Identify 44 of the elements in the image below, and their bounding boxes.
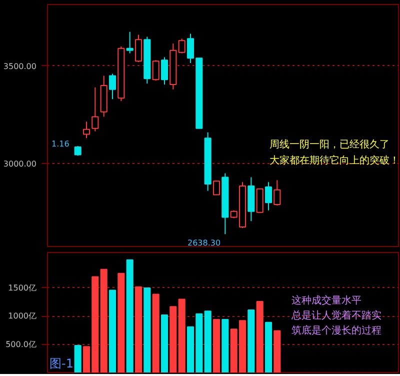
candlestick [152,60,160,82]
y-tick-label: 3000.00 [3,160,37,169]
bar [264,322,272,372]
bar [74,344,82,372]
text: 1.16 [52,140,70,148]
text: 筑底是个漫长的过程 [292,324,382,336]
bar [144,287,151,372]
y-tick-label: 500.0亿 [6,340,37,349]
bar [256,301,264,372]
bar [108,290,116,372]
y-tick-label: 1000亿 [8,312,36,321]
candlestick [92,86,99,132]
text: 图-1 [50,356,74,370]
bar [170,306,177,372]
candlestick [264,182,272,211]
bar [126,259,134,372]
candlestick [74,145,82,156]
bar [134,286,142,372]
text: 总是让人觉着不踏实 [290,310,382,322]
bar [222,319,229,372]
candlestick [82,121,90,139]
bar [100,268,108,372]
candlestick [274,180,281,206]
y-tick-label: 3500.00 [3,62,37,71]
annotation: 周线一阴一阳，已经很久了 [270,138,390,150]
candlestick [108,73,116,100]
bar [118,272,125,372]
candlestick [160,56,168,86]
candlestick [178,38,186,54]
candlestick [256,188,264,213]
candlestick [212,180,220,196]
bar [212,319,220,372]
bar [204,310,212,372]
y-tick-label: 1500亿 [8,283,36,292]
candlestick [134,34,142,63]
bar [248,309,255,372]
bar [160,314,168,372]
annotation: 大家都在期待它向上的突破！ [270,154,400,166]
text: 这种成交量水平 [292,294,362,306]
bar [178,298,186,372]
candlestick [126,31,134,54]
bar [274,330,281,372]
bar [152,294,160,372]
annotation: 2638.30 [188,238,221,248]
